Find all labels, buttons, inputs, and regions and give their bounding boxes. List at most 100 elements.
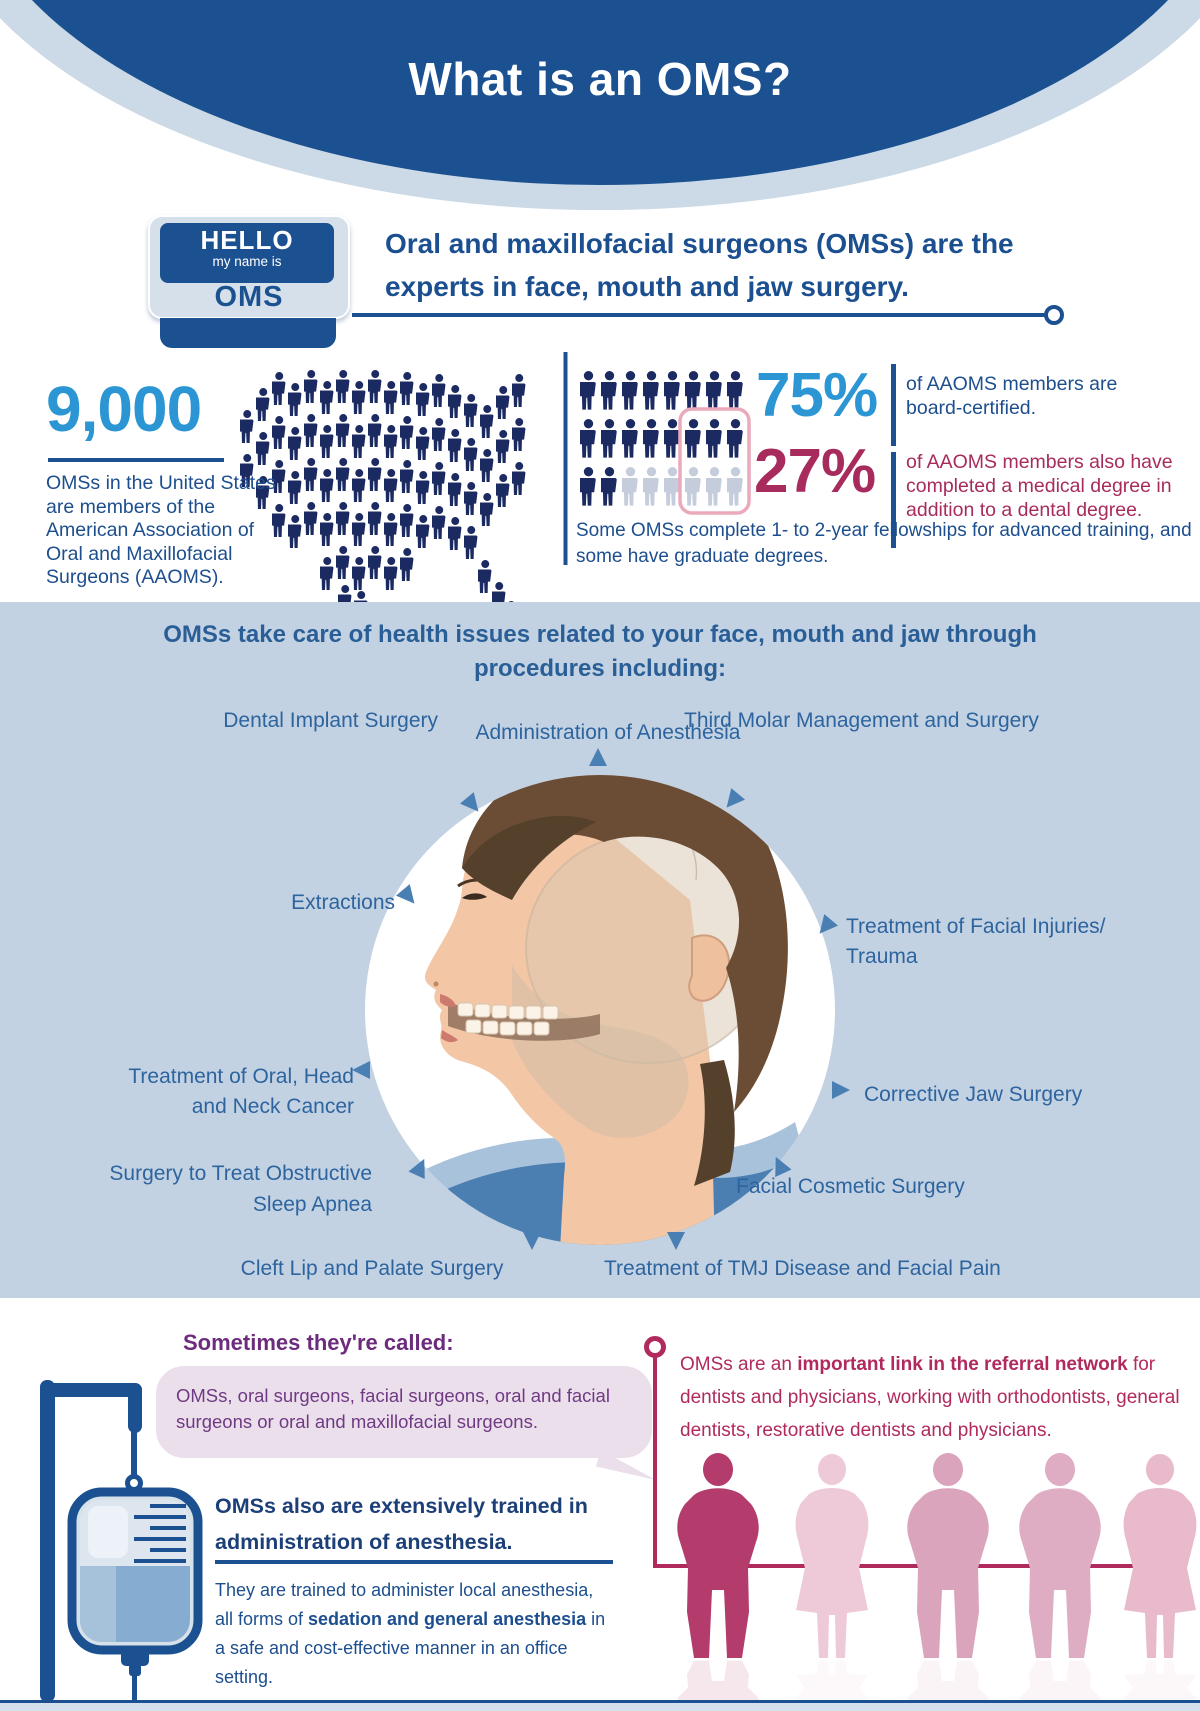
- board-certified-bar: [891, 364, 896, 446]
- clinician-silhouette-icon: [907, 1453, 989, 1658]
- person-icon: [622, 419, 638, 458]
- person-icon: [512, 462, 526, 496]
- person-icon: [480, 493, 494, 527]
- anesthesia-body-bold: sedation and general anesthesia: [308, 1609, 587, 1629]
- label-obstructive-sleep-apnea: Surgery to Treat Obstructive Sleep Apnea: [109, 1162, 372, 1216]
- person-icon: [384, 557, 398, 591]
- medical-degree-caption: of AAOMS members also have completed a m…: [906, 451, 1173, 521]
- board-certified-pct: 75%: [756, 361, 878, 430]
- person-icon: [320, 381, 334, 415]
- person-icon: [352, 381, 366, 415]
- person-icon: [416, 515, 430, 549]
- person-icon: [685, 467, 701, 506]
- anesthesia-body-post: in a safe and cost-effective manner in a…: [215, 1609, 606, 1687]
- person-icon: [706, 419, 722, 458]
- person-icon: [352, 513, 366, 547]
- person-icon: [496, 386, 510, 420]
- member-count-caption: OMSs in the United States are members of…: [46, 472, 276, 588]
- person-icon: [384, 513, 398, 547]
- person-icon: [643, 419, 659, 458]
- person-icon: [580, 419, 596, 458]
- person-icon: [240, 410, 254, 444]
- person-icon: [384, 469, 398, 503]
- person-icon: [512, 374, 526, 408]
- person-icon: [601, 371, 617, 410]
- person-icon: [478, 560, 492, 594]
- person-icon: [643, 371, 659, 410]
- person-icon: [727, 371, 743, 410]
- person-icon: [727, 419, 743, 458]
- person-icon: [685, 419, 701, 458]
- person-icon: [480, 405, 494, 439]
- clinician-silhouette-icon: [677, 1453, 759, 1658]
- label-cleft-lip-palate-surgery: Cleft Lip and Palate Surgery: [240, 1257, 504, 1280]
- person-icon: [496, 474, 510, 508]
- also-called-speech-bubble: OMSs, oral surgeons, facial surgeons, or…: [156, 1366, 652, 1458]
- member-count: 9,000: [46, 373, 202, 445]
- person-icon: [432, 462, 446, 496]
- person-icon: [384, 425, 398, 459]
- person-icon: [706, 467, 722, 506]
- clinician-silhouette-icon: [795, 1454, 869, 1658]
- footer-bar: [0, 1700, 1200, 1711]
- person-icon: [336, 502, 350, 536]
- person-icon: [320, 513, 334, 547]
- person-icon: [368, 458, 382, 492]
- person-icon: [664, 467, 680, 506]
- person-icon: [496, 430, 510, 464]
- anesthesia-rule: [215, 1560, 613, 1564]
- person-icon: [416, 471, 430, 505]
- person-icon: [352, 557, 366, 591]
- person-icon: [512, 418, 526, 452]
- person-icon: [432, 418, 446, 452]
- person-icon: [601, 467, 617, 506]
- person-icon: [352, 469, 366, 503]
- fellowship-note: Some OMSs complete 1- to 2-year fellowsh…: [576, 520, 1192, 567]
- label-facial-cosmetic-surgery: Facial Cosmetic Surgery: [736, 1175, 965, 1198]
- person-icon: [432, 506, 446, 540]
- person-icon: [448, 385, 462, 419]
- person-icon: [320, 425, 334, 459]
- person-icon: [272, 372, 286, 406]
- person-icon: [464, 394, 478, 428]
- person-icon: [727, 467, 743, 506]
- clinician-silhouette-icon: [1019, 1453, 1101, 1658]
- person-icon: [368, 414, 382, 448]
- label-third-molar-management: Third Molar Management and Surgery: [684, 709, 1039, 732]
- person-icon: [304, 370, 318, 404]
- medical-degree-highlight-box: [678, 407, 751, 515]
- person-icon: [400, 460, 414, 494]
- label-corrective-jaw-surgery: Corrective Jaw Surgery: [864, 1083, 1083, 1106]
- person-icon: [685, 371, 701, 410]
- anesthesia-body: They are trained to administer local ane…: [215, 1576, 615, 1692]
- referral-text-pre: OMSs are an: [680, 1354, 798, 1375]
- label-extractions: Extractions: [291, 891, 395, 914]
- person-icon: [664, 419, 680, 458]
- member-count-underline: [48, 458, 224, 462]
- person-icon: [416, 383, 430, 417]
- person-icon: [400, 504, 414, 538]
- badge-name: OMS: [214, 281, 284, 313]
- medical-degree-pct: 27%: [754, 437, 876, 506]
- person-icon: [464, 482, 478, 516]
- badge-subtitle: my name is: [212, 254, 282, 269]
- hello-name-badge: HELLO my name is OMS: [148, 215, 350, 319]
- anesthesia-heading: OMSs also are extensively trained in adm…: [215, 1494, 588, 1554]
- intro-divider-line: [352, 313, 1046, 317]
- referral-line-start-dot: [644, 1336, 666, 1358]
- also-called-heading: Sometimes they're called:: [183, 1330, 454, 1355]
- person-icon: [706, 371, 722, 410]
- person-icon: [256, 388, 270, 422]
- person-icon: [400, 548, 414, 582]
- intro-line-end-dot: [1044, 305, 1064, 325]
- person-icon: [432, 374, 446, 408]
- person-icon: [643, 467, 659, 506]
- label-oral-head-neck-cancer: Treatment of Oral, Head and Neck Cancer: [128, 1065, 354, 1118]
- person-icon: [288, 427, 302, 461]
- person-icon: [622, 371, 638, 410]
- anesthesia-body-pre: They are trained to administer local ane…: [215, 1580, 594, 1629]
- referral-text-bold: important link in the referral network: [797, 1354, 1128, 1375]
- referral-text-post: for dentists and physicians, working wit…: [680, 1354, 1180, 1441]
- referral-line-end-dot: [1150, 1555, 1172, 1577]
